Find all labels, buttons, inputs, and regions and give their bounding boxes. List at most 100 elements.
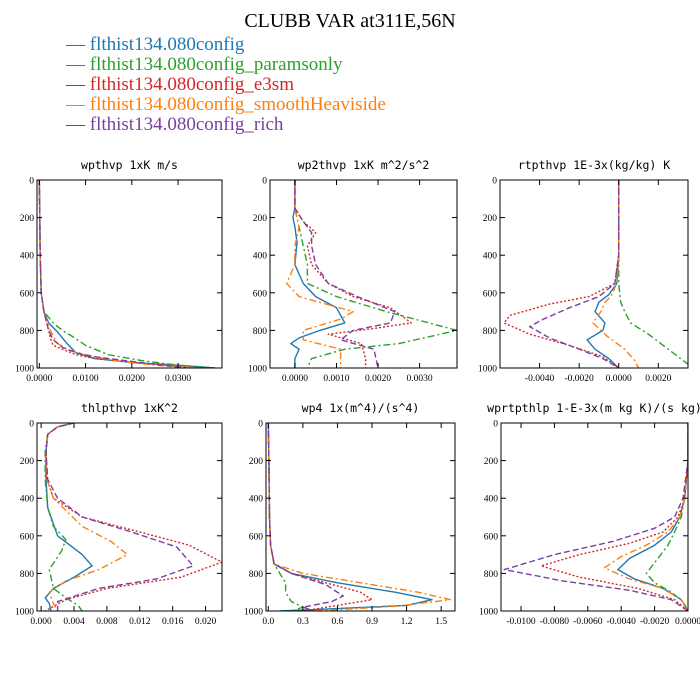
legend-entry: — flthist134.080config_e3sm xyxy=(65,74,294,95)
y-tick-label: 0 xyxy=(29,177,34,187)
series-line xyxy=(603,423,688,611)
y-tick-label: 600 xyxy=(483,289,498,299)
series-line xyxy=(285,180,354,368)
x-tick-label: -0.0020 xyxy=(565,374,595,384)
x-tick-label: 0.0000 xyxy=(606,374,632,384)
x-tick-label: -0.0080 xyxy=(540,617,570,627)
x-tick-label: 0.6 xyxy=(332,617,344,627)
x-tick-label: 0.0000 xyxy=(282,374,308,384)
y-tick-label: 600 xyxy=(249,532,264,542)
plot-frame xyxy=(269,179,458,369)
panel-title: wp4 1x(m^4)/(s^4) xyxy=(302,401,420,415)
series-line xyxy=(592,180,640,368)
y-tick-label: 1000 xyxy=(479,608,498,618)
plot-frame xyxy=(265,422,456,612)
chart-panel-6: wprtpthlp 1-E-3x(m kg K)/(s kg) 0 200 400 60… xyxy=(479,401,700,627)
y-tick-label: 0 xyxy=(492,177,497,187)
y-tick-label: 800 xyxy=(249,570,264,580)
x-tick-label: 0.0100 xyxy=(73,374,99,384)
plot-frame xyxy=(500,422,689,612)
y-tick-label: 200 xyxy=(253,214,268,224)
x-tick-label: -0.0100 xyxy=(506,617,536,627)
series-line xyxy=(294,180,412,368)
x-tick-label: 0.0030 xyxy=(407,374,433,384)
x-tick-label: -0.0040 xyxy=(525,374,555,384)
legend-entry: — flthist134.080config_paramsonly xyxy=(65,54,343,75)
x-tick-label: -0.0020 xyxy=(640,617,670,627)
y-tick-label: 0 xyxy=(493,420,498,430)
y-tick-label: 600 xyxy=(20,532,35,542)
x-tick-label: 0.0000 xyxy=(675,617,700,627)
x-tick-label: 0.0200 xyxy=(119,374,145,384)
series-line xyxy=(645,423,688,611)
y-tick-label: 800 xyxy=(483,327,498,337)
y-tick-label: 600 xyxy=(20,289,35,299)
legend-entry: — flthist134.080config_rich xyxy=(65,114,284,135)
chart-panel-3: rtpthvp 1E-3x(kg/kg) K 0 200 400 600 800 1000 -… xyxy=(478,158,689,384)
x-tick-label: 0.3 xyxy=(297,617,309,627)
x-tick-label: 0.9 xyxy=(366,617,378,627)
series-line xyxy=(294,180,457,368)
y-tick-label: 200 xyxy=(484,457,499,467)
x-tick-label: 0.0300 xyxy=(165,374,191,384)
y-tick-label: 200 xyxy=(20,214,35,224)
series-line xyxy=(267,423,344,611)
series-line xyxy=(267,423,433,611)
y-tick-label: 1000 xyxy=(248,365,267,375)
y-tick-label: 800 xyxy=(20,570,35,580)
x-tick-label: 0.0000 xyxy=(26,374,52,384)
y-tick-label: 800 xyxy=(20,327,35,337)
series-line xyxy=(38,180,188,368)
y-tick-label: 400 xyxy=(20,252,35,262)
panel-title: wp2thvp 1xK m^2/s^2 xyxy=(298,158,430,172)
series-line xyxy=(267,423,373,611)
series-line xyxy=(290,180,346,368)
x-tick-label: 0.0010 xyxy=(323,374,349,384)
y-tick-label: 400 xyxy=(484,495,499,505)
x-tick-label: 0.000 xyxy=(30,617,52,627)
y-tick-label: 1000 xyxy=(244,608,263,618)
plot-frame xyxy=(36,179,223,369)
panel-title: rtpthvp 1E-3x(kg/kg) K xyxy=(518,158,670,172)
y-tick-label: 200 xyxy=(249,457,264,467)
series-line xyxy=(540,423,688,611)
series-line xyxy=(503,423,688,611)
legend: — flthist134.080config— flthist134.080co… xyxy=(65,34,386,135)
series-line xyxy=(617,423,688,611)
y-tick-label: 1000 xyxy=(478,365,497,375)
series-line xyxy=(45,423,194,611)
y-tick-label: 400 xyxy=(483,252,498,262)
series-line xyxy=(503,180,620,368)
x-tick-label: 0.020 xyxy=(195,617,217,627)
series-line xyxy=(45,423,129,611)
panel-title: thlpthvp 1xK^2 xyxy=(81,401,178,415)
figure-title: CLUBB VAR at311E,56N xyxy=(244,10,455,32)
series-line xyxy=(38,180,216,368)
y-tick-label: 400 xyxy=(253,252,268,262)
x-tick-label: 1.2 xyxy=(401,617,413,627)
legend-entry: — flthist134.080config_smoothHeaviside xyxy=(65,94,386,115)
y-tick-label: 400 xyxy=(20,495,35,505)
y-tick-label: 400 xyxy=(249,495,264,505)
plot-frame xyxy=(36,422,223,612)
y-tick-label: 0 xyxy=(262,177,267,187)
chart-panel-2: wp2thvp 1xK m^2/s^2 0 200 400 600 800 1000 0.00… xyxy=(248,158,458,384)
panel-title: wprtpthlp 1-E-3x(m kg K)/(s kg) xyxy=(487,401,700,415)
x-tick-label: 0.008 xyxy=(96,617,118,627)
y-tick-label: 1000 xyxy=(15,365,34,375)
y-tick-label: 0 xyxy=(29,420,34,430)
series-line xyxy=(294,180,396,368)
y-tick-label: 800 xyxy=(484,570,499,580)
series-line xyxy=(618,180,688,365)
series-line xyxy=(529,180,620,368)
series-line xyxy=(38,180,216,368)
panel-title: wpthvp 1xK m/s xyxy=(81,158,178,172)
x-tick-label: 0.0020 xyxy=(645,374,671,384)
y-tick-label: 600 xyxy=(253,289,268,299)
series-line xyxy=(267,423,304,611)
